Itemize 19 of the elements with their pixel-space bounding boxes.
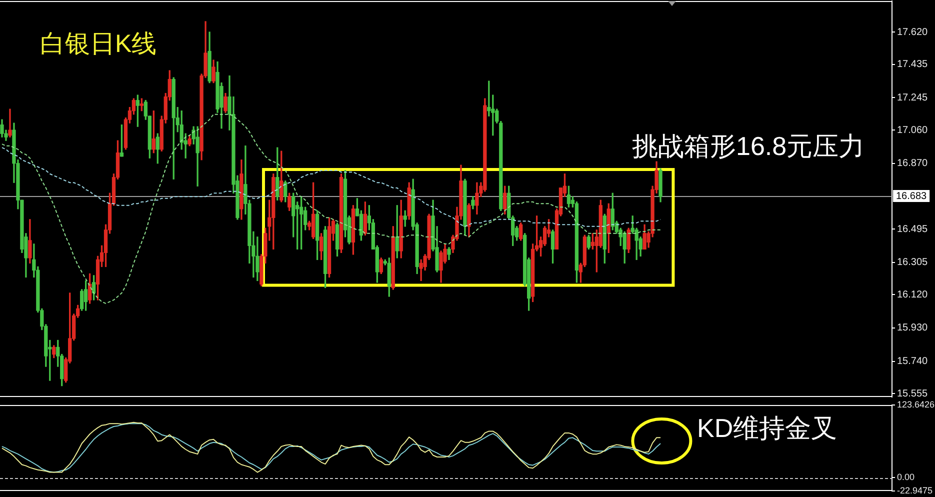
- y-tick-label: 17.435: [897, 59, 928, 70]
- annotation: KD维持金叉: [697, 413, 838, 444]
- y-tick-label: 16.305: [897, 257, 928, 268]
- y-tick-label: 16.120: [897, 289, 928, 300]
- y-tick-label: 16.870: [897, 158, 928, 170]
- y-tick-label: 15.555: [897, 388, 928, 400]
- y-tick-label: -22.9475: [897, 485, 933, 496]
- text: 白银日K线: [40, 30, 157, 58]
- y-tick-label: 17.620: [897, 26, 928, 38]
- y-tick-label: 17.245: [897, 92, 928, 104]
- y-tick-label: 15.930: [897, 322, 928, 334]
- y-tick-label: 15.740: [897, 356, 928, 368]
- y-tick-label: 17.060: [897, 124, 928, 136]
- candlestick: [8, 108, 12, 138]
- y-tick-label: 123.6426: [897, 399, 935, 410]
- y-tick-label: 16.495: [897, 224, 928, 235]
- annotation: 挑战箱形16.8元压力: [632, 131, 865, 162]
- ref-line-label: 16.683: [896, 190, 928, 202]
- y-tick-label: 0.00: [897, 472, 915, 482]
